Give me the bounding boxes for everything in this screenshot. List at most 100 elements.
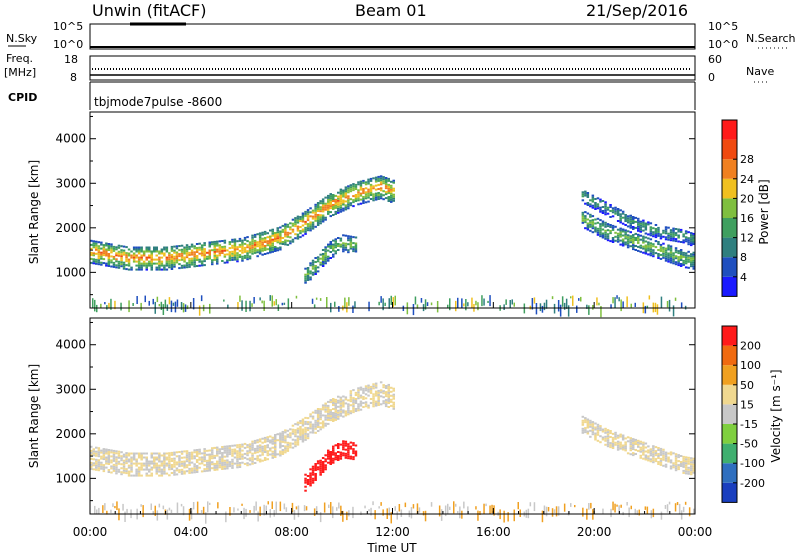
scatter-cell (170, 457, 174, 460)
scatter-cell (299, 226, 302, 228)
scatter-cell (327, 245, 330, 248)
scatter-cell (95, 458, 98, 461)
scatter-cell (117, 264, 121, 267)
scatter-cell (294, 441, 297, 444)
scatter-cell (311, 411, 315, 414)
scatter-cell (306, 483, 310, 485)
scatter-cell (604, 231, 607, 234)
scatter-cell (662, 464, 665, 467)
scatter-cell (377, 194, 380, 196)
scatter-cell (392, 197, 395, 200)
scatter-cell (637, 233, 640, 236)
scatter-cell (296, 435, 300, 438)
scatter-cell (269, 229, 272, 232)
scatter-cell (621, 436, 625, 439)
scatter-cell (203, 258, 206, 261)
scatter-cell (107, 261, 111, 263)
scatter-cell (662, 231, 665, 234)
scatter-cell (309, 484, 312, 487)
scatter-cell (374, 180, 378, 183)
scatter-cell (233, 450, 237, 453)
scatter-cell (238, 451, 242, 454)
scatter-cell (213, 466, 216, 469)
scatter-cell (316, 466, 320, 469)
scatter-cell (173, 461, 176, 464)
scatter-cell (679, 251, 683, 253)
scatter-cell (188, 461, 191, 464)
near-range-cell (340, 505, 342, 516)
scatter-cell (193, 449, 196, 452)
scatter-cell (140, 452, 143, 455)
scatter-cell (347, 445, 350, 448)
scatter-cell (188, 261, 191, 264)
scatter-cell (168, 464, 171, 467)
scatter-cell (672, 235, 675, 238)
scatter-cell (110, 471, 113, 474)
near-range-cell (592, 305, 594, 310)
scatter-cell (135, 472, 138, 475)
scatter-cell (379, 403, 383, 406)
scatter-cell (327, 414, 330, 417)
scatter-cell (216, 262, 219, 265)
scatter-cell (173, 457, 176, 460)
scatter-cell (327, 200, 330, 203)
scatter-cell (256, 233, 259, 236)
x-tick-label: 00:00 (73, 525, 108, 539)
scatter-cell (190, 263, 194, 266)
scatter-cell (662, 254, 665, 257)
scatter-cell (125, 264, 128, 267)
scatter-cell (178, 267, 181, 270)
scatter-cell (180, 452, 184, 455)
scatter-cell (284, 429, 287, 432)
scatter-cell (289, 432, 292, 435)
scatter-cell (649, 452, 653, 455)
near-range-cell (196, 501, 199, 514)
scatter-cell (145, 250, 148, 253)
scatter-cell (296, 227, 300, 230)
scatter-cell (261, 247, 264, 250)
scatter-cell (337, 191, 340, 194)
scatter-cell (299, 430, 302, 432)
scatter-cell (296, 439, 300, 442)
scatter-cell (342, 199, 345, 202)
scatter-cell (652, 461, 655, 464)
scatter-cell (677, 230, 680, 233)
scatter-cell (614, 208, 617, 211)
scatter-cell (339, 414, 343, 417)
scatter-cell (251, 252, 254, 255)
scatter-cell (342, 244, 345, 247)
scatter-cell (621, 434, 625, 437)
scatter-cell (329, 419, 332, 422)
scatter-cell (160, 264, 164, 267)
y-tick-label: 4000 (55, 338, 86, 352)
scatter-cell (624, 243, 627, 246)
scatter-cell (208, 469, 211, 472)
scatter-cell (90, 243, 93, 246)
scatter-cell (137, 248, 141, 251)
scatter-cell (231, 454, 234, 457)
scatter-cell (251, 246, 254, 249)
scatter-cell (150, 474, 153, 477)
scatter-cell (284, 229, 287, 232)
scatter-cell (218, 464, 222, 467)
scatter-cell (95, 246, 98, 249)
scatter-cell (662, 256, 665, 259)
scatter-cell (148, 246, 151, 249)
scatter-cell (137, 258, 141, 261)
scatter-cell (687, 239, 690, 242)
scatter-cell (316, 420, 320, 422)
near-range-cell (291, 502, 294, 513)
near-range-cell (168, 297, 171, 305)
scatter-cell (188, 251, 191, 254)
scatter-cell (105, 450, 108, 453)
scatter-cell (319, 467, 322, 470)
scatter-cell (274, 438, 277, 440)
near-range-cell (313, 508, 316, 516)
scatter-cell (611, 228, 615, 231)
scatter-cell (309, 468, 312, 471)
scatter-cell (604, 237, 607, 240)
scatter-cell (153, 452, 156, 455)
scatter-cell (241, 243, 244, 246)
scatter-cell (357, 391, 360, 394)
scatter-cell (233, 456, 237, 459)
